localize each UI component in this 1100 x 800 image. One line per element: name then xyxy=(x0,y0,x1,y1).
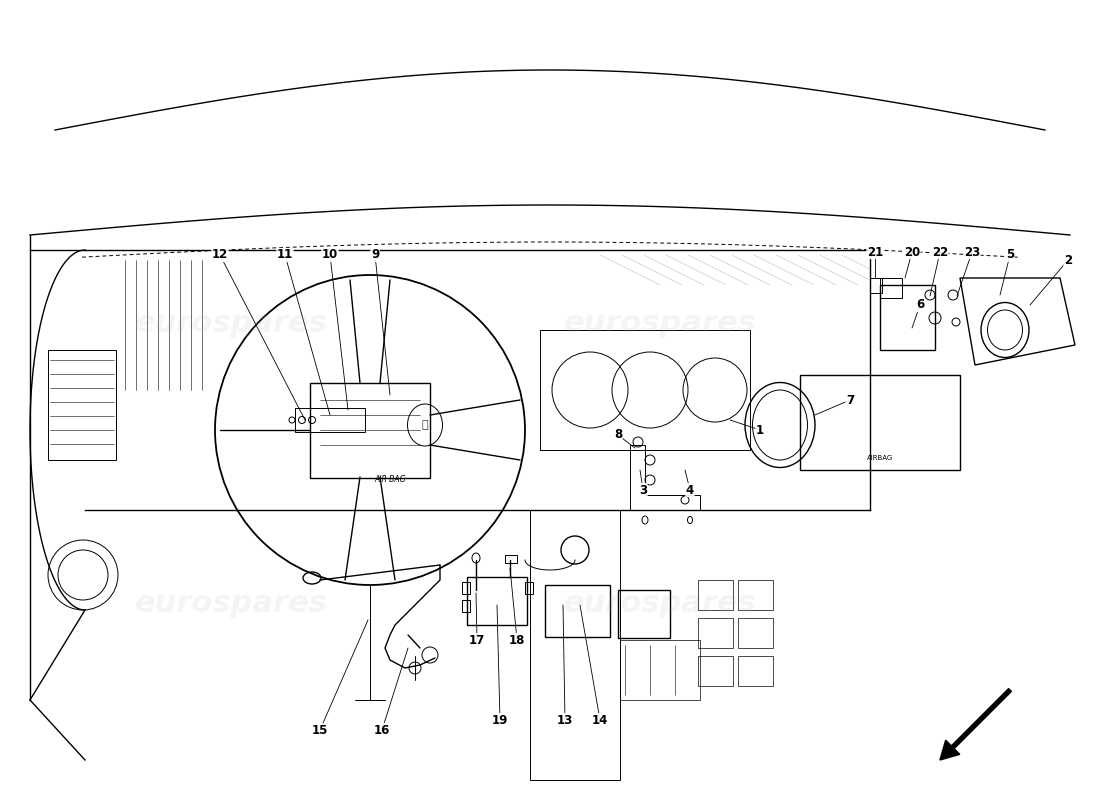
Text: 13: 13 xyxy=(557,714,573,726)
Text: 12: 12 xyxy=(212,249,228,262)
Bar xyxy=(698,656,733,686)
Text: 6: 6 xyxy=(916,298,924,311)
Bar xyxy=(462,600,470,612)
Bar xyxy=(462,582,470,594)
Text: 🐴: 🐴 xyxy=(421,420,428,430)
Text: 9: 9 xyxy=(371,249,380,262)
Text: eurospares: eurospares xyxy=(563,590,757,618)
Bar xyxy=(698,580,733,610)
Bar xyxy=(738,580,773,610)
Bar xyxy=(310,383,430,478)
Bar xyxy=(738,656,773,686)
Bar xyxy=(525,582,533,594)
Bar xyxy=(880,285,935,350)
Text: 3: 3 xyxy=(639,483,647,497)
Text: 18: 18 xyxy=(509,634,525,646)
FancyArrow shape xyxy=(940,689,1011,760)
Text: 22: 22 xyxy=(932,246,948,258)
Text: 8: 8 xyxy=(614,429,623,442)
Text: 19: 19 xyxy=(492,714,508,726)
Text: eurospares: eurospares xyxy=(563,310,757,338)
Bar xyxy=(505,555,517,563)
Text: 2: 2 xyxy=(1064,254,1072,266)
Text: 23: 23 xyxy=(964,246,980,258)
Bar xyxy=(880,278,902,298)
Bar xyxy=(870,278,882,293)
Text: AIR BAG: AIR BAG xyxy=(374,475,406,485)
Text: 17: 17 xyxy=(469,634,485,646)
Bar xyxy=(544,585,610,637)
Text: 15: 15 xyxy=(311,723,328,737)
Text: 1: 1 xyxy=(756,423,764,437)
Text: 20: 20 xyxy=(904,246,920,258)
Bar xyxy=(620,640,700,700)
Bar xyxy=(738,618,773,648)
Text: 5: 5 xyxy=(1005,249,1014,262)
Text: 21: 21 xyxy=(867,246,883,258)
Text: 11: 11 xyxy=(277,249,293,262)
Bar xyxy=(540,330,750,450)
Bar xyxy=(468,577,527,625)
Text: eurospares: eurospares xyxy=(134,590,328,618)
Text: AIRBAG: AIRBAG xyxy=(867,455,893,461)
Text: 10: 10 xyxy=(322,249,338,262)
Bar xyxy=(800,375,960,470)
Text: 4: 4 xyxy=(686,483,694,497)
Text: 14: 14 xyxy=(592,714,608,726)
Bar xyxy=(48,350,116,460)
Text: eurospares: eurospares xyxy=(134,310,328,338)
Bar xyxy=(618,590,670,638)
Bar xyxy=(295,408,365,432)
Bar xyxy=(698,618,733,648)
Text: 7: 7 xyxy=(846,394,854,406)
Text: 16: 16 xyxy=(374,723,390,737)
